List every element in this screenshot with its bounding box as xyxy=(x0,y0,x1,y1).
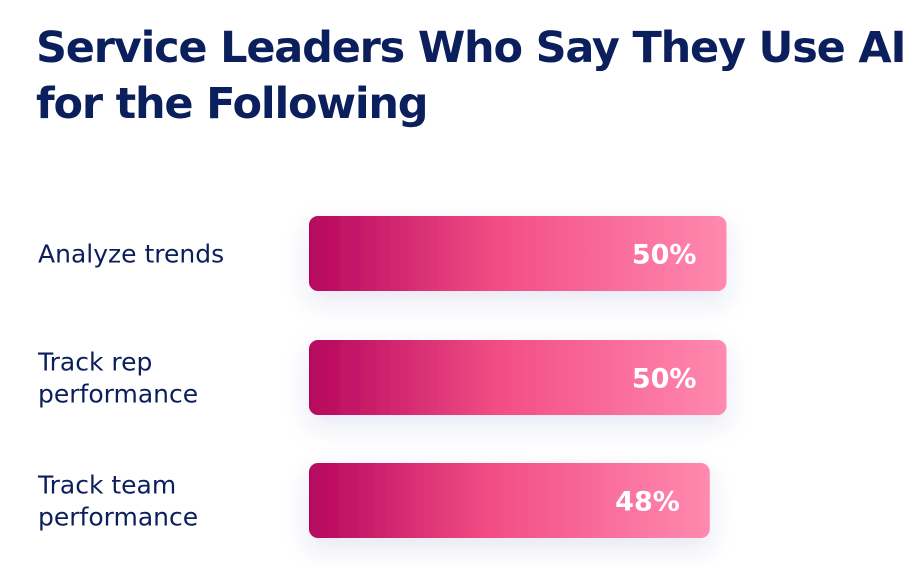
category-label-line: Track rep xyxy=(37,348,152,377)
chart-title: Service Leaders Who Say They Use AI for … xyxy=(36,23,906,129)
value-label-0: 50% xyxy=(632,240,697,271)
bars-group: 50% Analyze trends 50% Track rep performance… xyxy=(37,216,727,538)
bar-0 xyxy=(309,216,727,291)
category-label-1: Track rep performance xyxy=(37,348,198,409)
category-label-line: Analyze trends xyxy=(38,240,224,269)
value-label-1: 50% xyxy=(632,364,697,395)
category-label-line: Track team xyxy=(37,471,176,500)
category-label-line: performance xyxy=(38,503,198,532)
bar-1 xyxy=(309,340,727,415)
bar-2 xyxy=(309,463,710,538)
category-label-line: performance xyxy=(38,380,198,409)
category-label-0: Analyze trends xyxy=(38,240,224,269)
category-label-2: Track team performance xyxy=(37,471,198,532)
value-label-2: 48% xyxy=(615,487,680,518)
